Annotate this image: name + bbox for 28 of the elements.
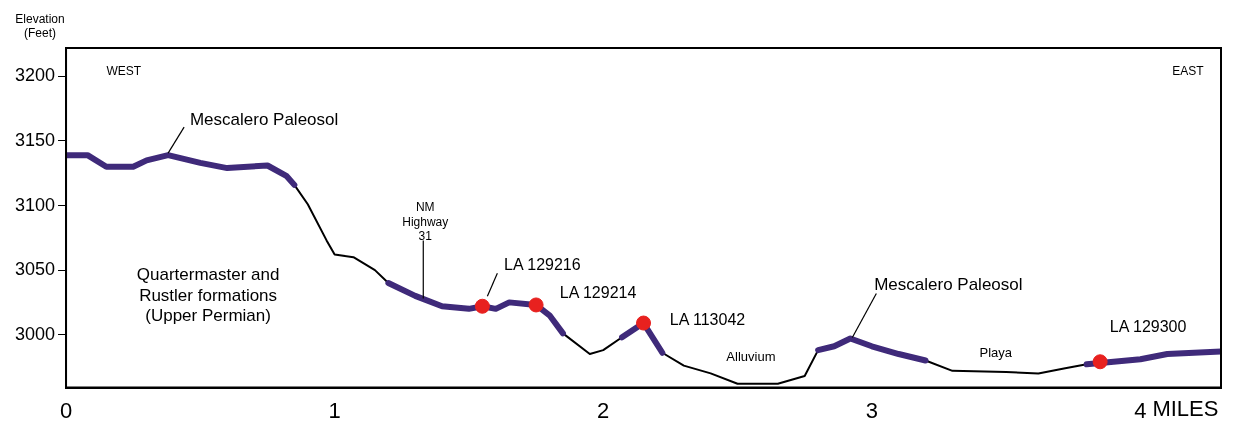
x-axis-title: MILES (1152, 395, 1219, 421)
annotation: Playa (979, 345, 1013, 361)
annotation: WEST (106, 64, 142, 79)
point (474, 298, 490, 314)
point (636, 315, 652, 331)
x-tick-label: 3 (865, 397, 878, 423)
point (528, 297, 544, 313)
y-tick-label: 3000 (15, 323, 56, 344)
y-axis-title: Elevation (Feet) (15, 12, 65, 41)
annotation: Quartermaster and Rustler formations (Upper Permian) (136, 265, 280, 325)
x-tick-label: 0 (59, 397, 73, 423)
annotation: Alluvium (726, 348, 776, 364)
y-tick-label: 3100 (15, 194, 56, 215)
annotation: LA 129216 (504, 255, 581, 273)
annotation: LA 129214 (559, 284, 637, 302)
x-tick-label: 1 (328, 397, 341, 423)
y-tick-label: 3150 (15, 129, 56, 150)
annotation: NM Highway 31 (402, 200, 449, 244)
annotation: LA 113042 (669, 311, 746, 329)
x-tick-label: 2 (597, 397, 610, 423)
y-tick-label: 3050 (15, 259, 56, 280)
y-tick-label: 3200 (15, 65, 56, 86)
annotation: Mescalero Paleosol (874, 275, 1023, 295)
annotation: LA 129300 (1109, 318, 1187, 336)
annotation: Mescalero Paleosol (189, 109, 339, 129)
point (1092, 354, 1108, 370)
annotation: EAST (1172, 64, 1205, 79)
x-tick-label: 4 (1134, 397, 1147, 423)
